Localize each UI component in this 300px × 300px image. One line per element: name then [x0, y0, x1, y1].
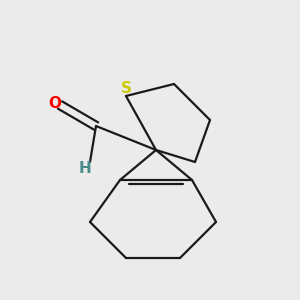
Text: S: S: [121, 81, 131, 96]
Text: O: O: [48, 96, 61, 111]
Text: H: H: [79, 161, 92, 176]
